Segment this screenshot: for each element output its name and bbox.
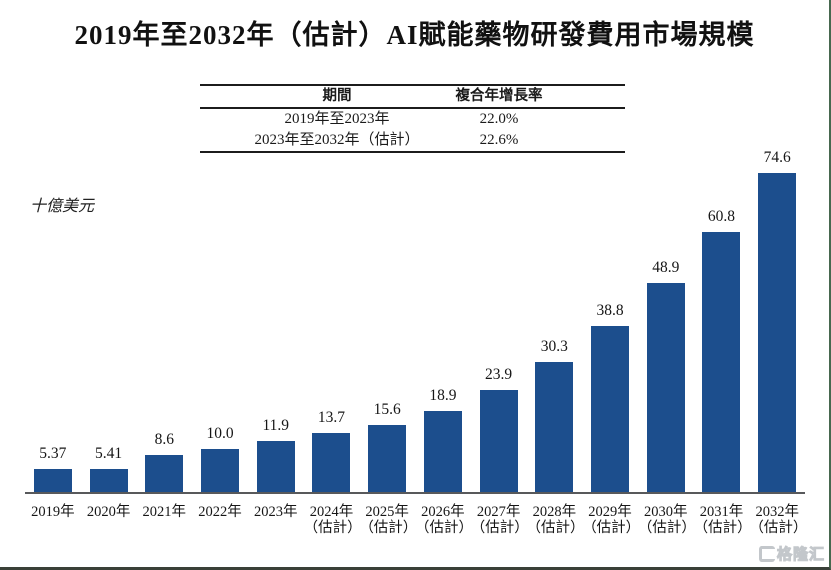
watermark: 格隆汇 <box>758 543 825 564</box>
bar <box>312 433 351 492</box>
x-axis-label: 2028年 （估計） <box>526 504 585 536</box>
x-axis-estimate-note: （估計） <box>582 520 641 536</box>
gelonghui-logo-icon <box>758 545 775 562</box>
bar-column: 5.37 <box>25 445 81 492</box>
x-axis-labels: 2019年 2020年 2021年 2022年 2023年 2024年 （估計） 2025年（… <box>25 504 808 536</box>
bar-value-label: 74.6 <box>763 149 791 166</box>
x-axis-year: 2031年 <box>699 504 744 520</box>
bar <box>702 232 741 492</box>
bar <box>423 411 462 492</box>
table-row: 2023年至2032年（估計） 22.6% <box>200 130 625 151</box>
bar <box>646 283 685 492</box>
table-row: 2019年至2023年 22.0% <box>200 109 625 130</box>
table-header-cagr: 複合年增長率 <box>455 88 543 104</box>
bar <box>89 469 128 492</box>
bars-row: 5.37 5.41 8.6 10.0 11.9 13.7 15.6 18.9 23.9 30.3 3… <box>25 148 805 492</box>
x-axis-label: 2027年 （估計） <box>470 504 529 536</box>
bar-value-label: 8.6 <box>154 431 174 448</box>
bar-column: 10.0 <box>192 425 248 492</box>
bar-column: 23.9 <box>471 366 527 492</box>
bar-column: 18.9 <box>415 387 471 492</box>
x-axis-year: 2023年 <box>253 504 298 520</box>
bar-value-label: 48.9 <box>652 259 680 276</box>
bar <box>33 469 72 492</box>
x-axis-year: 2030年 <box>644 504 688 520</box>
bar-column: 5.41 <box>81 445 137 492</box>
bar-value-label: 5.37 <box>39 445 67 462</box>
bar-value-label: 30.3 <box>540 338 568 355</box>
bar-value-label: 18.9 <box>429 387 457 404</box>
bar <box>535 362 574 492</box>
x-axis-label: 2024年 （估計） <box>303 504 362 536</box>
bar <box>201 449 240 492</box>
x-axis-year: 2029年 <box>588 504 632 520</box>
bar-column: 8.6 <box>136 431 192 492</box>
bar-value-label: 15.6 <box>373 401 401 418</box>
x-axis-year: 2019年 <box>31 504 75 520</box>
x-axis-year: 2024年 <box>309 504 354 520</box>
bar-column: 38.8 <box>582 302 638 492</box>
x-axis-estimate-note: （估計） <box>359 520 418 536</box>
x-axis-year: 2028年 <box>532 504 577 520</box>
x-axis-label: 2025年 （估計） <box>359 504 418 536</box>
x-axis-label: 2032年 （估計） <box>749 504 808 536</box>
bar <box>368 425 407 492</box>
table-cell-cagr: 22.6% <box>479 132 519 148</box>
x-axis-estimate-note: （估計） <box>470 520 529 536</box>
x-axis-year: 2021年 <box>142 504 187 520</box>
bar <box>256 441 295 492</box>
table-cell-period: 2023年至2032年（估計） <box>254 132 420 148</box>
x-axis-estimate-note: （估計） <box>415 520 474 536</box>
x-axis-label: 2022年 <box>192 504 248 536</box>
table-cell-period: 2019年至2023年 <box>284 111 390 127</box>
bar <box>479 390 518 492</box>
x-axis-year: 2026年 <box>421 504 465 520</box>
bar-value-label: 38.8 <box>596 302 624 319</box>
x-axis-year: 2027年 <box>476 504 521 520</box>
bar-column: 48.9 <box>638 259 694 492</box>
table-header-period: 期間 <box>322 88 352 104</box>
x-axis-label: 2020年 <box>81 504 137 536</box>
x-axis-label: 2031年 （估計） <box>693 504 752 536</box>
watermark-text: 格隆汇 <box>776 546 825 564</box>
cagr-summary-table: 期間 複合年增長率 2019年至2023年 22.0% 2023年至2032年（… <box>200 84 625 153</box>
x-axis-year: 2020年 <box>86 504 131 520</box>
x-axis-year: 2032年 <box>755 504 799 520</box>
x-axis-estimate-note: （估計） <box>303 520 362 536</box>
table-header-row: 期間 複合年增長率 <box>200 86 625 109</box>
x-axis-label: 2030年 （估計） <box>637 504 696 536</box>
bar-value-label: 11.9 <box>262 417 290 434</box>
x-axis-label: 2029年 （估計） <box>582 504 641 536</box>
x-axis-label: 2023年 <box>248 504 304 536</box>
x-axis-year: 2022年 <box>198 504 242 520</box>
x-axis-label: 2019年 <box>25 504 81 536</box>
x-axis-label: 2021年 <box>136 504 192 536</box>
x-axis-line <box>25 492 805 494</box>
bar <box>591 326 630 492</box>
bar-column: 15.6 <box>359 401 415 492</box>
bar-column: 60.8 <box>694 208 750 492</box>
bar-column: 11.9 <box>248 417 304 492</box>
bar-value-label: 5.41 <box>95 445 123 462</box>
bar-value-label: 13.7 <box>317 409 346 426</box>
x-axis-estimate-note: （估計） <box>693 520 752 536</box>
x-axis-estimate-note: （估計） <box>526 520 585 536</box>
x-axis-year: 2025年 <box>365 504 409 520</box>
y-axis-unit-label: 十億美元 <box>30 198 95 215</box>
chart-title: 2019年至2032年（估計）AI賦能藥物研發費用市場規模 <box>74 20 755 50</box>
bar-column: 30.3 <box>526 338 582 492</box>
bar-column: 74.6 <box>749 149 805 492</box>
bar-value-label: 23.9 <box>485 366 513 383</box>
bar-value-label: 60.8 <box>707 208 736 225</box>
x-axis-label: 2026年 （估計） <box>415 504 474 536</box>
bar-column: 13.7 <box>304 409 360 492</box>
bar-value-label: 10.0 <box>206 425 234 442</box>
x-axis-estimate-note: （估計） <box>749 520 808 536</box>
bar <box>145 455 184 492</box>
x-axis-estimate-note: （估計） <box>637 520 696 536</box>
bar <box>758 173 797 492</box>
table-cell-cagr: 22.0% <box>479 111 519 127</box>
